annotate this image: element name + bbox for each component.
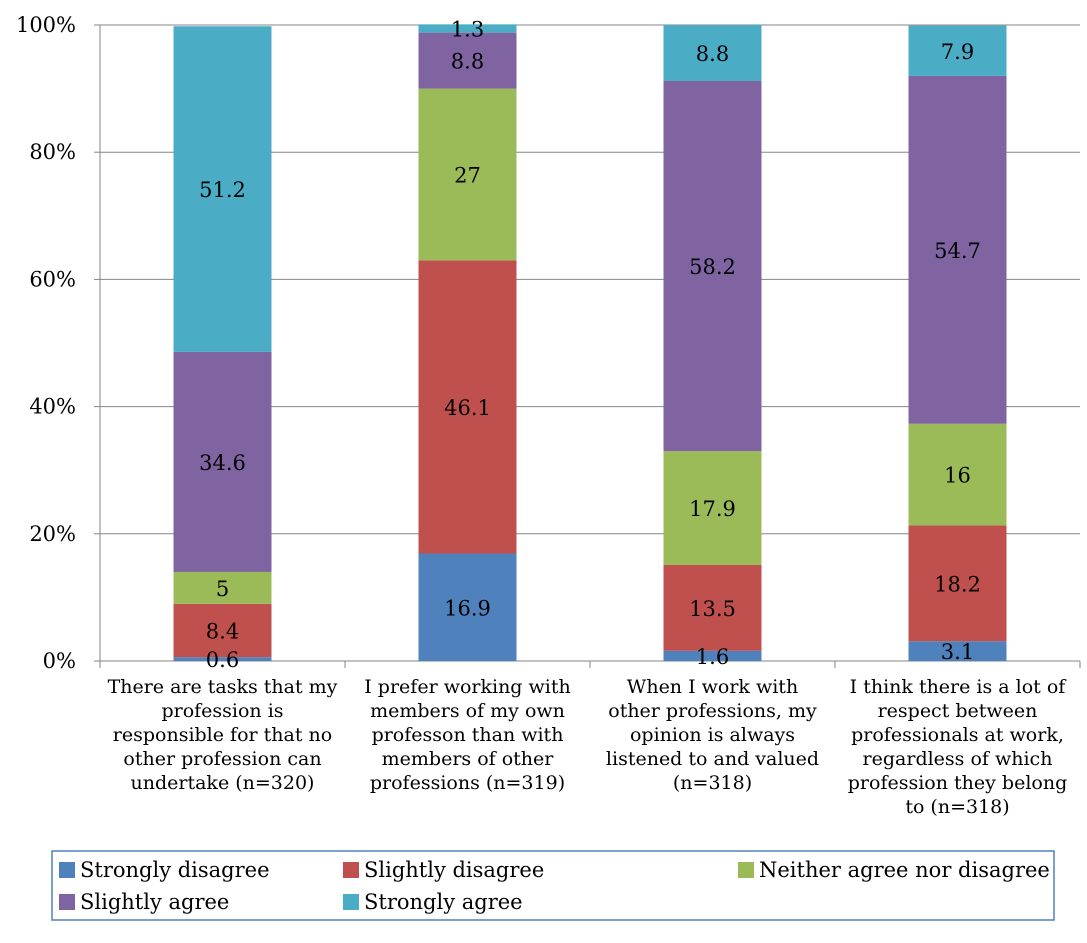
data-label: 58.2 (689, 255, 736, 279)
category-label-line: I think there is a lot of (850, 676, 1068, 698)
bar-segment (418, 260, 517, 554)
category-label-line: professon than with (372, 724, 564, 746)
bar-segment (418, 88, 517, 261)
data-label: 17.9 (689, 497, 736, 521)
data-label: 5 (216, 577, 229, 601)
data-label: 54.7 (934, 239, 981, 263)
data-label: 1.6 (696, 645, 729, 669)
y-tick-label: 100% (16, 13, 76, 37)
bar-segment (908, 423, 1007, 526)
category-labels: There are tasks that my profession is resp… (108, 676, 1068, 818)
data-label: 1.3 (451, 17, 484, 41)
bar-segment (663, 80, 762, 452)
bar-segment (173, 351, 272, 572)
category-label-line: professions (n=319) (370, 772, 565, 794)
data-label: 13.5 (689, 597, 736, 621)
data-label: 8.8 (451, 50, 484, 74)
category-label-line: undertake (n=320) (131, 772, 315, 794)
legend-swatch (738, 862, 754, 878)
bar-segment (418, 32, 517, 89)
legend-label: Slightly agree (80, 890, 229, 914)
legend-label: Strongly disagree (80, 858, 270, 882)
data-label: 16 (944, 464, 971, 488)
y-axis-tick-labels: 0% 20% 40% 60% 80% 100% (16, 13, 76, 673)
bar-segment (418, 553, 517, 661)
category-label: When I work with other professions, my opi… (606, 676, 819, 794)
category-label-line: responsible for that no (113, 724, 332, 746)
category-label-line: There are tasks that my (108, 676, 338, 698)
y-tick-label: 40% (29, 395, 76, 419)
category-label-line: other professions, my (608, 700, 817, 722)
category-label-line: members of my own (370, 700, 565, 722)
category-label-line: professionals at work, (851, 724, 1064, 746)
bar-segment (173, 571, 272, 604)
category-label-line: listened to and valued (606, 748, 819, 770)
y-tick-label: 20% (29, 522, 76, 546)
bar-segment (908, 641, 1007, 661)
data-label: 34.6 (199, 451, 246, 475)
category-label-line: other profession can (123, 748, 321, 770)
legend-swatch (59, 894, 75, 910)
bar-segment (173, 26, 272, 352)
bar-segment (663, 564, 762, 651)
legend-swatch (343, 862, 359, 878)
category-label-line: I prefer working with (364, 676, 570, 698)
legend-box (51, 850, 1055, 921)
bar-segment (908, 25, 1007, 76)
bar-segment (908, 75, 1007, 424)
bars (173, 24, 1007, 661)
category-label: There are tasks that my profession is resp… (108, 676, 338, 794)
data-label: 8.4 (206, 619, 239, 643)
legend-label: Slightly disagree (364, 858, 544, 882)
bar-segment (173, 657, 272, 661)
legend-label: Neither agree nor disagree (759, 858, 1050, 882)
legend-swatch (59, 862, 75, 878)
legend: Strongly disagree Slightly disagree Neithe… (51, 850, 1055, 921)
data-label: 27 (454, 163, 481, 187)
y-tick-label: 0% (43, 649, 76, 673)
category-label: I prefer working with members of my own pr… (364, 676, 570, 794)
category-label-line: When I work with (627, 676, 798, 698)
legend-swatch (343, 894, 359, 910)
bar-segment (663, 451, 762, 565)
y-tick-label: 80% (29, 140, 76, 164)
category-label-line: profession they belong (848, 772, 1067, 794)
data-label: 46.1 (444, 396, 491, 420)
category-label: I think there is a lot of respect between… (848, 676, 1068, 818)
data-label: 7.9 (941, 40, 974, 64)
bar-segment (173, 603, 272, 658)
bar-segment (418, 24, 517, 33)
bar-segment (663, 25, 762, 81)
category-label-line: members of other (382, 748, 555, 770)
bar-segment (663, 650, 762, 661)
data-label: 8.8 (696, 42, 729, 66)
data-label: 51.2 (199, 178, 246, 202)
category-label-line: respect between (878, 700, 1038, 722)
bar-segment (908, 525, 1007, 642)
data-label: 18.2 (934, 572, 981, 596)
category-label-line: opinion is always (630, 724, 795, 746)
y-tick-label: 60% (29, 267, 76, 291)
data-label: 3.1 (941, 640, 974, 664)
data-labels: 0.6 8.4 5 34.6 51.2 16.9 46.1 27 8.8 1.3 1.6 13.5 17… (199, 17, 981, 672)
category-label-line: (n=318) (673, 772, 752, 794)
category-label-line: regardless of which (863, 748, 1053, 770)
data-label: 0.6 (206, 648, 239, 672)
data-label: 16.9 (444, 596, 491, 620)
category-label-line: profession is (161, 700, 283, 722)
category-label-line: to (n=318) (905, 796, 1009, 818)
legend-label: Strongly agree (364, 890, 523, 914)
